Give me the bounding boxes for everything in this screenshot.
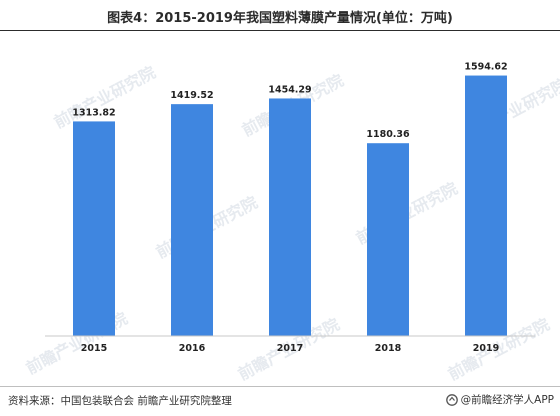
bar-chart: 1313.82 2015 1419.52 2016 1454.29 2017 1180.36… (45, 62, 535, 354)
data-label: 1313.82 (72, 107, 115, 118)
data-label: 1419.52 (170, 90, 213, 101)
bar (171, 104, 213, 336)
x-tick-label: 2015 (81, 343, 107, 354)
brand-logo-icon (445, 393, 458, 406)
x-tick-label: 2016 (179, 343, 206, 354)
data-label: 1454.29 (268, 84, 311, 95)
bar (465, 75, 507, 336)
data-label: 1594.62 (464, 62, 507, 73)
x-tick-label: 2017 (277, 343, 303, 354)
footer-rule (0, 386, 560, 387)
data-label: 1180.36 (366, 129, 410, 140)
chart-title: 图表4：2015-2019年我国塑料薄膜产量情况(单位：万吨) (107, 11, 453, 26)
source-note: 资料来源：中国包装联合会 前瞻产业研究院整理 (8, 395, 232, 407)
brand-credit: @前瞻经济学人APP (445, 392, 554, 407)
brand-text: @前瞻经济学人APP (460, 394, 554, 406)
bar (73, 121, 115, 337)
bar (269, 98, 311, 336)
title-rule (0, 30, 560, 31)
x-tick-label: 2018 (375, 343, 402, 354)
bar (367, 143, 409, 336)
x-tick-label: 2019 (473, 343, 499, 354)
